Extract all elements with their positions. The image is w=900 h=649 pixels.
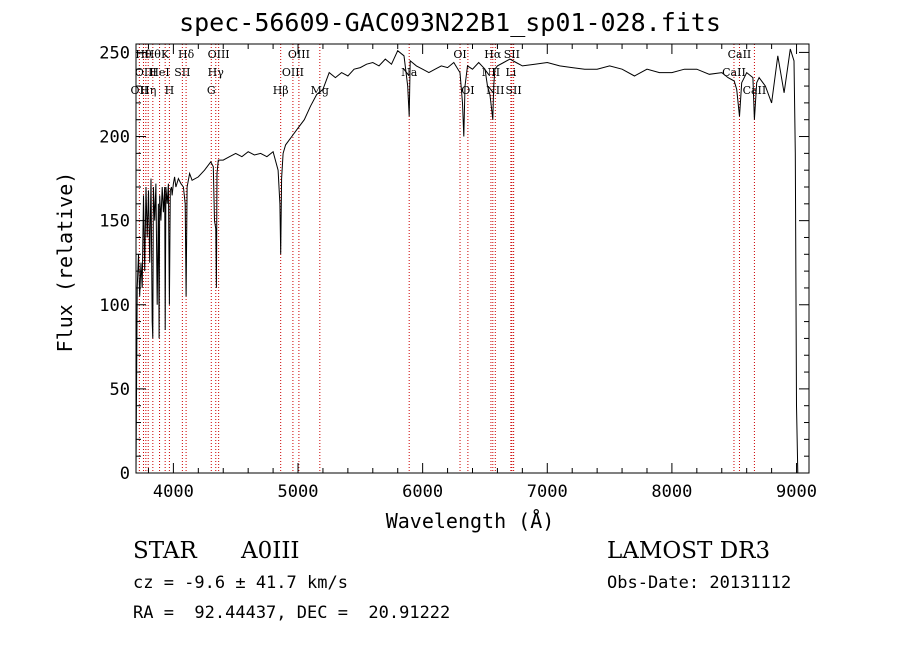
line-marker-label-18: OI bbox=[453, 48, 466, 61]
spectrum-series-line bbox=[135, 48, 799, 474]
x-axis-label: Wavelength (Å) bbox=[385, 509, 555, 533]
y-tick-label-4: 200 bbox=[99, 128, 130, 148]
x-tick-label-2: 6000 bbox=[402, 482, 443, 502]
line-marker-label-21: Hα bbox=[484, 48, 502, 61]
object-class: STAR bbox=[133, 538, 197, 564]
redshift-text: cz = -9.6 ± 41.7 km/s bbox=[133, 573, 348, 593]
x-tick-label-3: 7000 bbox=[527, 482, 568, 502]
plot-frame bbox=[135, 43, 810, 474]
line-marker-label-8: SII bbox=[174, 66, 190, 79]
line-marker-label-12: OIII bbox=[208, 48, 230, 61]
axis-ticks: 4000 5000 6000 7000 8000 9000 0 50 100 150 200 250 bbox=[99, 43, 817, 502]
line-marker-label-15: OIII bbox=[288, 48, 310, 61]
line-marker-label-16: Mg bbox=[311, 84, 329, 97]
line-marker-label-25: SII bbox=[506, 84, 522, 97]
line-marker-label-10: G bbox=[207, 84, 216, 97]
line-marker-label-13: Hβ bbox=[273, 84, 289, 97]
line-marker-label-11: Hγ bbox=[208, 66, 225, 79]
line-markers bbox=[138, 44, 755, 473]
line-marker-label-26: CaII bbox=[722, 66, 746, 79]
line-marker-label-24: SII bbox=[504, 48, 520, 61]
survey-name: LAMOST DR3 bbox=[607, 538, 771, 564]
line-marker-label-22: NII bbox=[486, 84, 504, 97]
y-tick-label-0: 0 bbox=[120, 464, 130, 484]
x-tick-label-4: 8000 bbox=[651, 482, 692, 502]
line-marker-label-27: CaII bbox=[728, 48, 752, 61]
line-marker-label-0: OII bbox=[131, 84, 149, 97]
line-marker-label-9: Hδ bbox=[178, 48, 195, 61]
x-tick-label-1: 5000 bbox=[278, 482, 319, 502]
line-marker-label-6: K bbox=[161, 48, 170, 61]
line-marker-label-7: H bbox=[165, 84, 175, 97]
chart-title: spec-56609-GAC093N22B1_sp01-028.fits bbox=[179, 8, 721, 37]
y-tick-label-2: 100 bbox=[99, 296, 130, 316]
line-marker-label-14: OIII bbox=[282, 66, 304, 79]
x-tick-label-5: 9000 bbox=[776, 482, 817, 502]
line-marker-label-20: NII bbox=[482, 66, 500, 79]
line-marker-label-1: Hθ bbox=[135, 48, 152, 61]
coordinates-text: RA = 92.44437, DEC = 20.91222 bbox=[133, 603, 451, 623]
y-tick-label-5: 250 bbox=[99, 43, 130, 63]
y-tick-label-1: 50 bbox=[110, 380, 130, 400]
line-marker-label-5: HeI bbox=[149, 66, 169, 79]
line-marker-label-23: Li bbox=[505, 66, 516, 79]
object-subclass: A0III bbox=[241, 538, 300, 564]
line-marker-label-28: CaII bbox=[743, 84, 767, 97]
line-marker-label-3: Hη bbox=[140, 84, 156, 97]
x-tick-label-0: 4000 bbox=[153, 482, 194, 502]
y-tick-label-3: 150 bbox=[99, 212, 130, 232]
line-marker-label-19: OI bbox=[461, 84, 474, 97]
y-axis-label: Flux (relative) bbox=[53, 171, 77, 353]
line-marker-label-17: Na bbox=[401, 66, 418, 79]
obs-date-text: Obs-Date: 20131112 bbox=[607, 573, 792, 593]
line-marker-label-4: Hθ bbox=[145, 48, 162, 61]
